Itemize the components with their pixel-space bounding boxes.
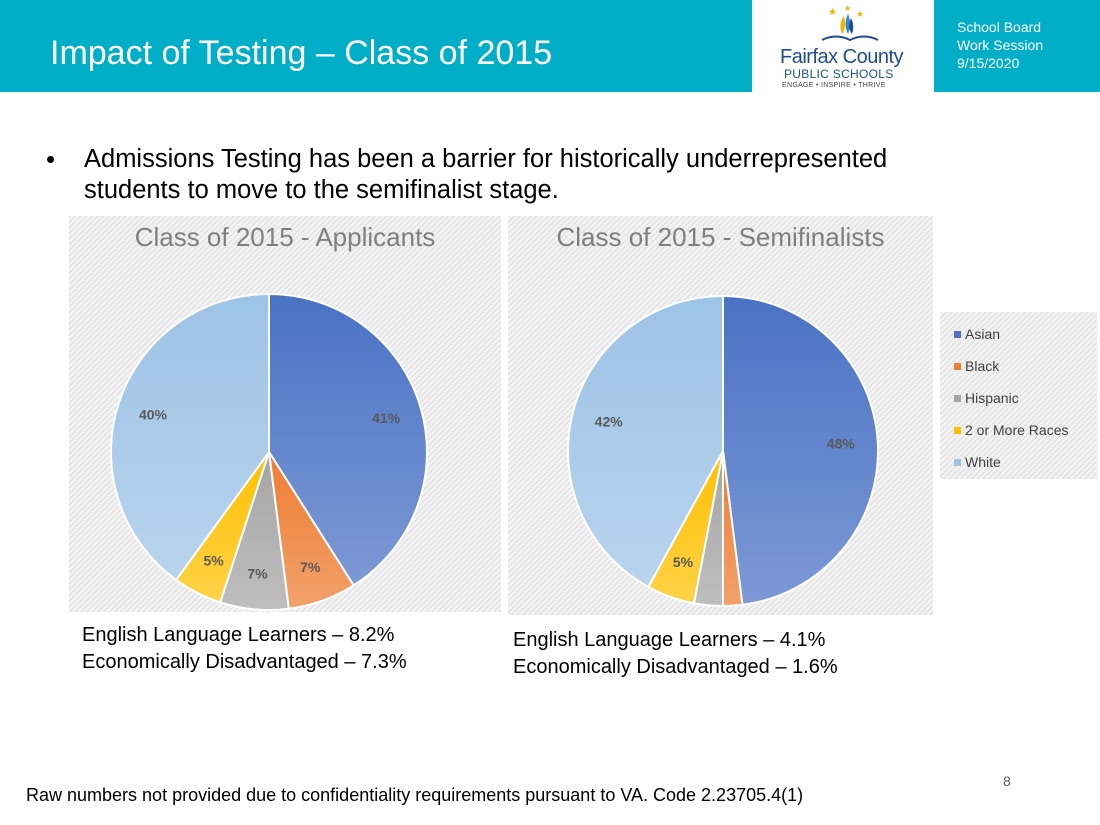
legend-item-black: Black [954,358,999,374]
logo-subname: PUBLIC SCHOOLS [784,67,894,81]
pie-slice-white [567,294,724,589]
data-label-white: 42% [595,414,624,430]
data-label-2-or-more-races: 5% [673,554,694,570]
applicants-ell: English Language Learners – 8.2% [82,624,395,646]
meta-line-3: 9/15/2020 [957,55,1020,71]
bullet-text: Admissions Testing has been a barrier fo… [84,145,888,204]
chart-title: Class of 2015 - Semifinalists [556,222,884,252]
semifinalists-econ: Economically Disadvantaged – 1.6% [513,656,838,678]
logo-tagline: ENGAGE • INSPIRE • THRIVE [782,82,886,89]
svg-text:★: ★ [844,4,851,13]
legend-label: Asian [965,326,1001,342]
fcps-logo: ★ ★ ★ Fairfax County PUBLIC SCHOOLS ENGA… [752,0,934,92]
meta-line-2: Work Session [957,37,1044,53]
data-label-asian: 41% [372,410,401,426]
slide-title: Impact of Testing – Class of 2015 [50,34,553,72]
legend-swatch [954,426,961,434]
pie-slice-asian [722,294,880,606]
pie-chart-svg: Class of 2015 - Semifinalists48%2%3%5%42… [508,216,933,615]
data-label-black: 7% [300,559,321,575]
footnote: Raw numbers not provided due to confiden… [26,785,804,805]
legend-item-asian: Asian [954,326,1000,342]
legend-item-hispanic: Hispanic [954,390,1019,406]
svg-text:★: ★ [856,10,864,20]
chart-title: Class of 2015 - Applicants [135,222,436,252]
legend-label: Hispanic [965,390,1019,406]
legend-label: White [965,454,1001,470]
applicants-stats: English Language Learners – 8.2% Economi… [82,622,407,676]
semifinalists-ell: English Language Learners – 4.1% [513,629,826,651]
page-number: 8 [1003,773,1011,789]
data-label-white: 40% [139,406,168,422]
legend-label: Black [965,358,1000,374]
logo-name: Fairfax County [780,46,904,68]
bullet-icon: • [46,144,56,174]
pie-slice-white [110,292,270,582]
legend-swatch [954,362,961,370]
legend-item-white: White [954,454,1001,470]
header-bar: Impact of Testing – Class of 2015 ★ ★ ★ … [0,0,1100,92]
data-label-asian: 48% [827,436,856,452]
pie-chart-svg: Class of 2015 - Applicants 41% 7% 7% 5% 40% [69,216,501,612]
semifinalists-chart: Class of 2015 - Semifinalists48%2%3%5%42… [508,216,933,615]
applicants-chart: Class of 2015 - Applicants 41% 7% 7% 5% 40% [69,216,501,612]
svg-text:★: ★ [828,7,837,18]
legend-swatch [954,330,961,338]
legend-background [940,312,1097,479]
logo-emblem-icon: ★ ★ ★ [821,4,879,42]
semifinalists-stats: English Language Learners – 4.1% Economi… [513,627,838,681]
legend-swatch [954,458,961,466]
meta-line-1: School Board [957,19,1042,35]
data-label-2-or-more-races: 5% [203,553,224,569]
legend-item-2-or-more-races: 2 or More Races [954,422,1068,438]
legend-swatch [954,394,961,402]
legend-label: 2 or More Races [965,422,1069,438]
applicants-econ: Economically Disadvantaged – 7.3% [82,651,407,673]
session-info: School Board Work Session 9/15/2020 [957,18,1043,72]
data-label-hispanic: 7% [247,566,268,582]
chart-legend: Asian Black Hispanic 2 or More Races White [940,312,1097,479]
